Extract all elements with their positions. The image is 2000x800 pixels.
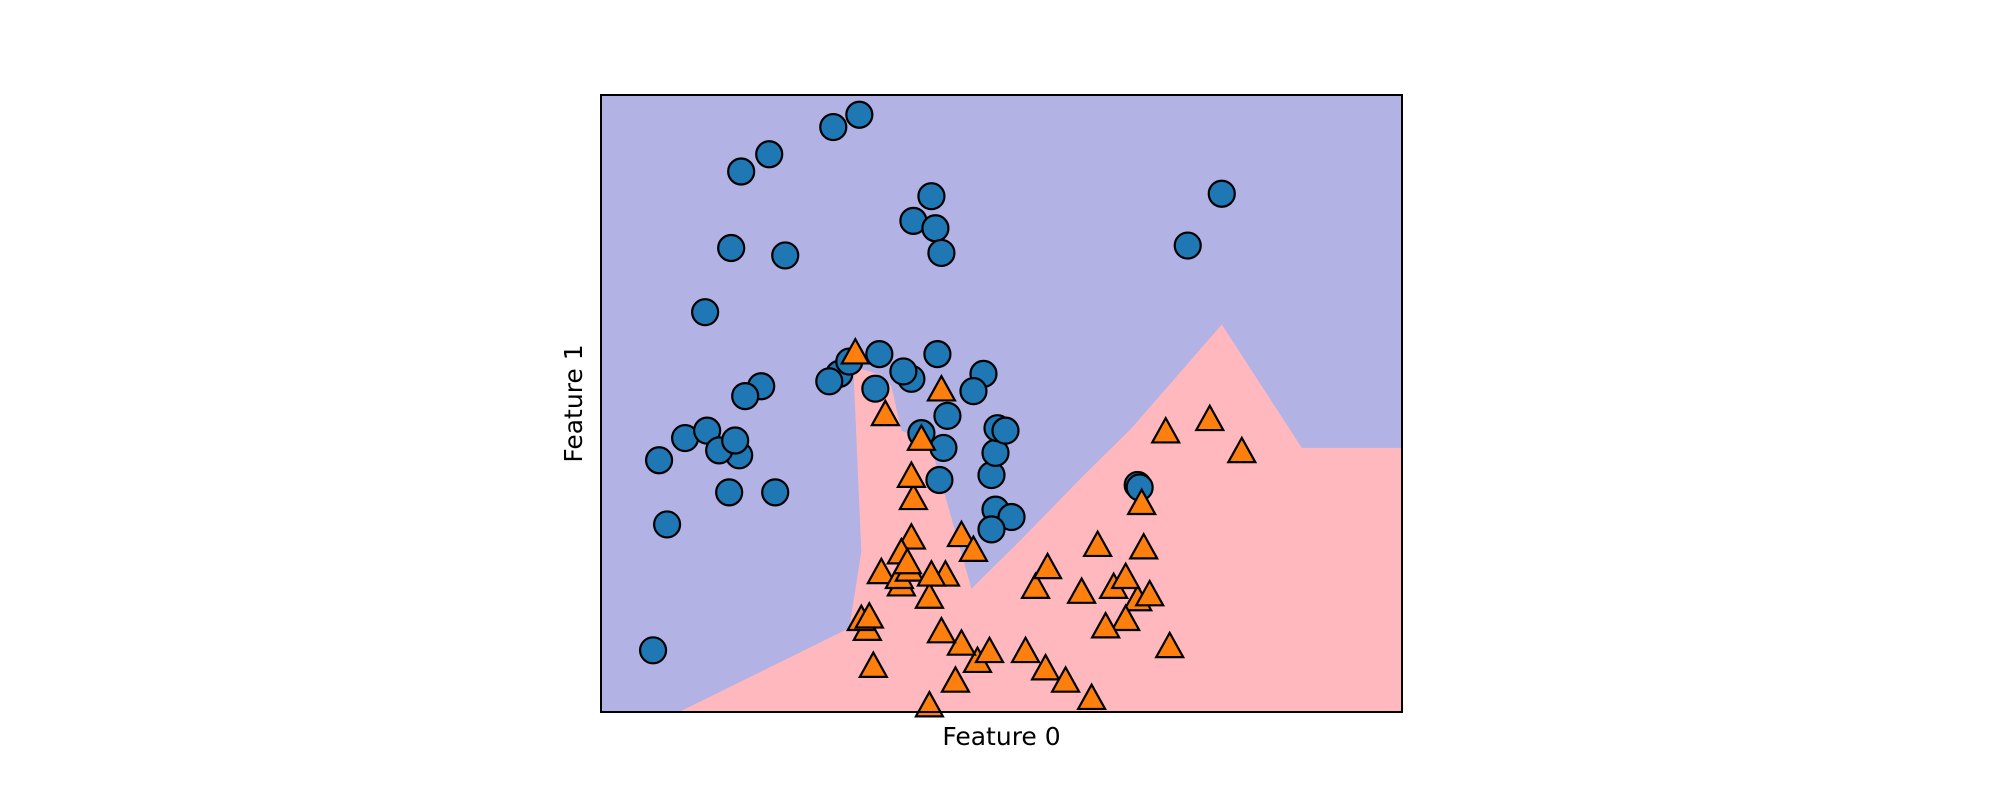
y-axis-label: Feature 1 <box>559 344 588 462</box>
class-1-point <box>1020 571 1051 600</box>
class-0-point <box>819 112 848 142</box>
class-1-point <box>906 423 937 451</box>
class-1-point <box>1010 635 1041 664</box>
class-0-point <box>917 182 946 211</box>
class-1-point <box>1032 551 1063 580</box>
class-0-point <box>997 502 1026 532</box>
class-1-point <box>1154 630 1186 659</box>
class-1-point <box>1194 403 1226 432</box>
class-0-point <box>959 377 988 406</box>
class-1-point <box>853 600 885 629</box>
class-0-point <box>1173 231 1202 260</box>
data-points <box>638 100 1258 718</box>
class-0-point <box>771 241 800 270</box>
class-0-point <box>861 374 890 403</box>
class-0-point <box>727 157 756 186</box>
class-0-point <box>715 478 744 507</box>
class-0-point <box>731 381 760 411</box>
class-1-point <box>916 558 947 587</box>
class-1-point <box>898 482 929 511</box>
class-1-point <box>1110 561 1142 590</box>
class-1-point <box>926 615 957 644</box>
class-0-point <box>933 401 962 430</box>
class-0-point <box>638 636 668 665</box>
class-1-point <box>914 581 945 609</box>
class-0-point <box>977 515 1006 544</box>
class-0-point <box>721 426 750 455</box>
class-0-point <box>1207 179 1236 208</box>
class-0-point <box>865 340 894 369</box>
class-0-point <box>717 233 746 263</box>
class-0-point <box>644 446 674 475</box>
class-1-point <box>1226 435 1258 464</box>
class-0-point <box>889 357 918 386</box>
class-1-point <box>1128 531 1160 560</box>
class-1-point <box>1050 665 1081 693</box>
class-1-point <box>926 373 957 402</box>
class-1-point <box>857 650 889 678</box>
class-1-point <box>1150 415 1182 444</box>
class-1-point <box>1066 576 1097 604</box>
class-0-point <box>927 238 956 268</box>
class-0-point <box>761 478 790 507</box>
class-1-point <box>1134 578 1166 607</box>
plot-area <box>600 94 1403 718</box>
class-0-point <box>691 298 720 327</box>
class-0-point <box>652 510 682 539</box>
class-1-point <box>839 336 871 365</box>
class-1-point <box>1082 529 1113 558</box>
class-0-point <box>925 465 954 495</box>
class-1-point <box>1126 487 1158 516</box>
class-1-point <box>896 521 927 550</box>
plot-frame <box>600 94 1403 713</box>
class-0-point <box>923 340 952 369</box>
class-1-point <box>1090 610 1121 639</box>
class-1-point <box>1076 682 1107 711</box>
class-1-point <box>958 534 989 562</box>
class-1-point <box>1030 652 1061 681</box>
class-0-point <box>815 367 844 396</box>
class-1-point <box>1110 603 1142 632</box>
class-1-point <box>940 665 971 693</box>
class-0-point <box>991 416 1020 445</box>
class-0-point <box>845 100 874 129</box>
class-1-point <box>914 689 945 718</box>
class-1-point <box>865 556 897 585</box>
x-axis-label: Feature 0 <box>942 722 1060 751</box>
class-1-point <box>869 398 901 427</box>
class-1-point <box>896 460 927 488</box>
class-1-point <box>946 519 977 548</box>
class-1-point <box>892 546 923 575</box>
class-0-point <box>755 140 784 169</box>
class-1-point <box>974 635 1005 664</box>
class-0-point <box>921 214 950 243</box>
